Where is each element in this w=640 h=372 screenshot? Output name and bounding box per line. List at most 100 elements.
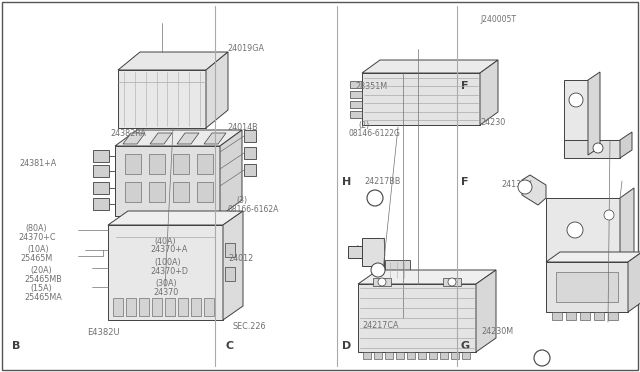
Bar (93, 165, 109, 177)
Polygon shape (108, 225, 223, 320)
Polygon shape (118, 52, 228, 70)
Bar (451, 352, 459, 359)
Text: C: C (225, 341, 234, 351)
Text: (10A): (10A) (27, 245, 49, 254)
Bar (363, 352, 371, 359)
Text: 28351M: 28351M (356, 82, 388, 91)
Polygon shape (620, 132, 632, 158)
Text: D: D (342, 341, 351, 351)
Bar (191, 298, 201, 316)
Text: 25465M: 25465M (20, 254, 52, 263)
Bar (350, 81, 362, 88)
Circle shape (518, 180, 532, 194)
Polygon shape (123, 133, 145, 144)
Bar (93, 198, 109, 210)
Polygon shape (546, 198, 620, 270)
Bar (443, 278, 461, 286)
Bar (178, 298, 188, 316)
Bar (244, 130, 256, 142)
Bar (244, 164, 256, 176)
Text: 25465MB: 25465MB (24, 275, 62, 283)
Polygon shape (177, 133, 199, 144)
Text: E4382U: E4382U (88, 328, 120, 337)
Bar (608, 312, 618, 320)
Text: F: F (461, 81, 468, 90)
Text: 24217BB: 24217BB (365, 177, 401, 186)
Circle shape (378, 278, 386, 286)
Bar (407, 352, 415, 359)
Polygon shape (362, 238, 384, 266)
Circle shape (448, 278, 456, 286)
Text: G: G (461, 341, 470, 351)
Polygon shape (206, 52, 228, 128)
Text: 24014B: 24014B (228, 123, 259, 132)
Circle shape (569, 93, 583, 107)
Text: (40A): (40A) (154, 237, 176, 246)
Bar (429, 352, 437, 359)
Bar (204, 298, 214, 316)
Bar (594, 312, 604, 320)
Polygon shape (480, 60, 498, 125)
Text: 24230M: 24230M (481, 327, 513, 336)
Bar (113, 298, 123, 316)
Text: 24370+D: 24370+D (150, 267, 188, 276)
Polygon shape (108, 211, 243, 225)
Bar (173, 182, 189, 202)
Bar (462, 352, 470, 359)
Text: B: B (12, 341, 20, 351)
Polygon shape (362, 73, 480, 125)
Polygon shape (115, 146, 220, 216)
Bar (373, 278, 391, 286)
Text: (2): (2) (358, 121, 370, 130)
Polygon shape (628, 252, 640, 312)
Bar (139, 298, 149, 316)
Text: (100A): (100A) (154, 258, 181, 267)
Polygon shape (220, 130, 242, 216)
Bar (552, 312, 562, 320)
Bar (93, 182, 109, 194)
Bar (197, 182, 213, 202)
Bar (126, 298, 136, 316)
Bar (152, 298, 162, 316)
Text: H: H (342, 177, 351, 187)
Text: 24230: 24230 (480, 118, 505, 127)
Bar (566, 312, 576, 320)
Text: 24012: 24012 (228, 254, 253, 263)
Circle shape (367, 190, 383, 206)
Text: 25465MA: 25465MA (24, 293, 62, 302)
Bar (418, 352, 426, 359)
Bar (580, 312, 590, 320)
Polygon shape (115, 130, 242, 146)
Bar (350, 91, 362, 98)
Bar (244, 147, 256, 159)
Bar (173, 154, 189, 174)
Bar (350, 111, 362, 118)
Text: F: F (461, 177, 468, 187)
Polygon shape (522, 175, 546, 205)
Bar (225, 267, 235, 281)
Polygon shape (204, 133, 226, 144)
Text: (3): (3) (237, 196, 248, 205)
Polygon shape (620, 188, 634, 270)
Bar (374, 352, 382, 359)
Bar (125, 154, 141, 174)
Bar (440, 352, 448, 359)
Bar (350, 101, 362, 108)
Text: B: B (372, 195, 378, 201)
Bar (149, 182, 165, 202)
Text: 24381+A: 24381+A (19, 159, 56, 168)
Bar (396, 352, 404, 359)
Polygon shape (546, 262, 628, 312)
Text: 24370: 24370 (154, 288, 179, 296)
Text: B: B (540, 355, 545, 361)
Text: 24370+A: 24370+A (150, 246, 188, 254)
Polygon shape (564, 80, 588, 155)
Bar (197, 154, 213, 174)
Text: (30A): (30A) (156, 279, 177, 288)
Circle shape (567, 222, 583, 238)
Polygon shape (385, 260, 410, 280)
Circle shape (534, 350, 550, 366)
Bar (556, 272, 618, 302)
Polygon shape (358, 270, 496, 284)
Text: (20A): (20A) (31, 266, 52, 275)
